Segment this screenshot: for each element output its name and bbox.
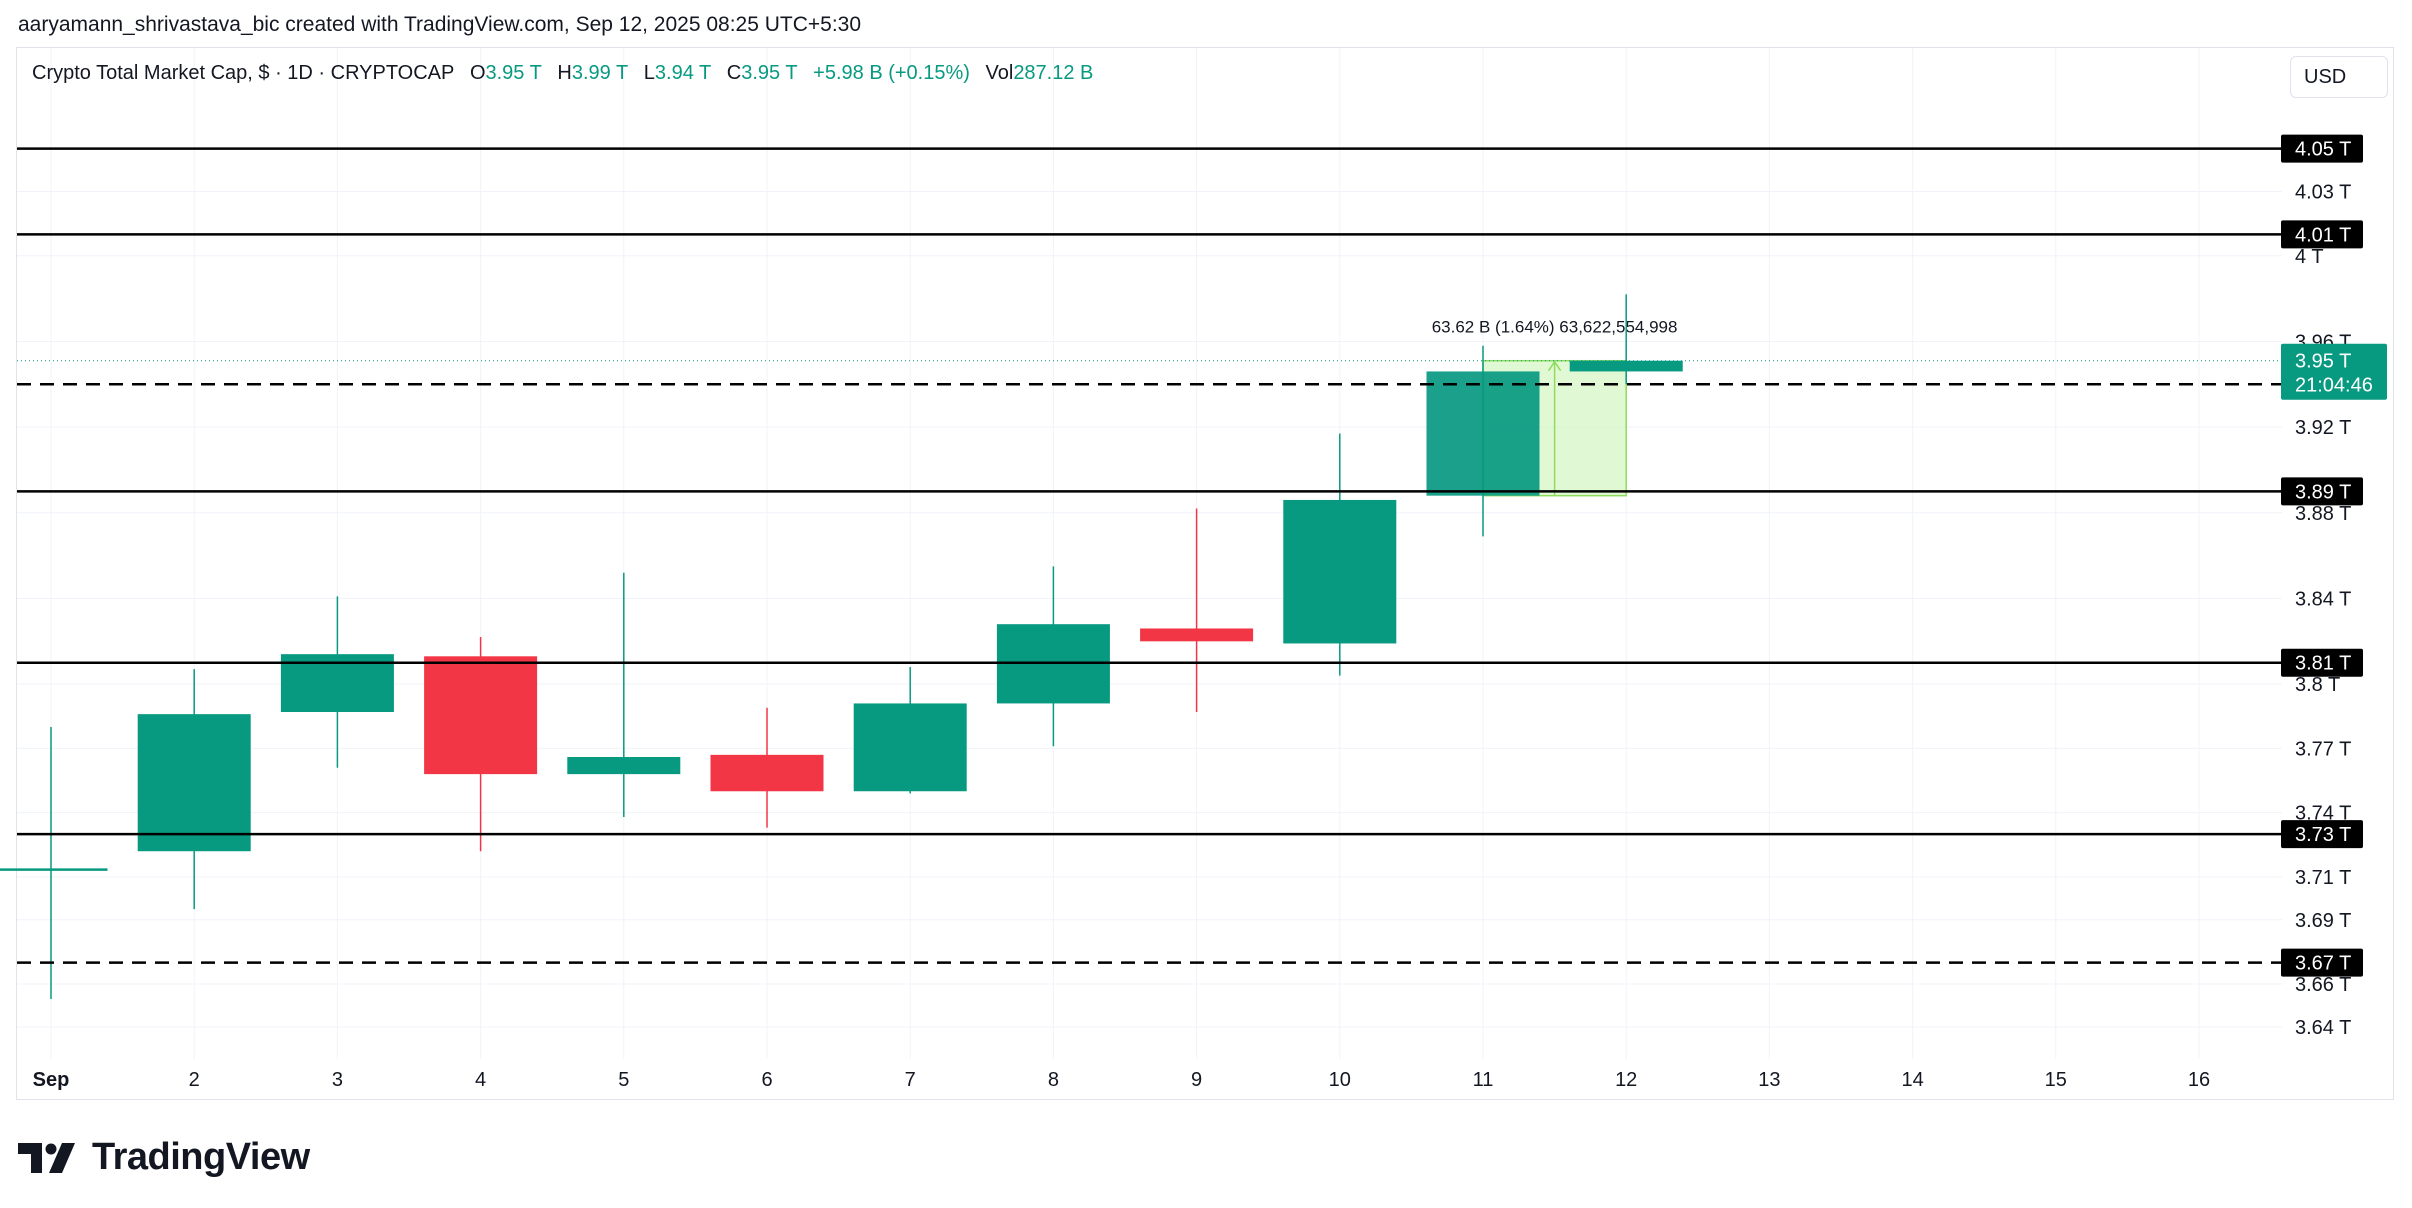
x-tick-label: 6 — [761, 1069, 772, 1091]
x-tick-label: 8 — [1048, 1069, 1059, 1091]
y-tick-label: 3.88 T — [2295, 503, 2351, 525]
high-value: 3.99 T — [571, 62, 629, 84]
level-label: 3.73 T — [2295, 824, 2351, 846]
y-tick-label: 3.84 T — [2295, 588, 2351, 610]
candle-body — [424, 656, 538, 775]
level-label: 4.05 T — [2295, 139, 2351, 161]
y-tick-label: 3.92 T — [2295, 417, 2351, 439]
x-tick-label: 10 — [1329, 1069, 1351, 1091]
high-key: H — [557, 62, 572, 84]
x-tick-label: 15 — [2045, 1069, 2067, 1091]
x-tick-label: 16 — [2188, 1069, 2210, 1091]
y-tick-label: 3.71 T — [2295, 867, 2351, 889]
y-tick-label: 3.74 T — [2295, 803, 2351, 825]
price-axis: 3.64 T 3.66 T 3.69 T 3.71 T 3.74 T 3.77 T 3.8 … — [2295, 182, 2351, 1039]
open-value: 3.95 T — [485, 62, 542, 84]
x-tick-label: 12 — [1615, 1069, 1637, 1091]
level-label: 3.89 T — [2295, 481, 2351, 503]
candle-body — [853, 703, 967, 792]
y-tick-label: 3.69 T — [2295, 910, 2351, 932]
x-tick-label: 4 — [475, 1069, 486, 1091]
level-label-box — [2281, 220, 2363, 249]
candle-body — [1283, 499, 1397, 644]
candle-body — [1140, 628, 1254, 642]
candle-body — [1426, 371, 1540, 496]
candle-body — [567, 756, 681, 775]
level-label-box — [2281, 134, 2363, 163]
measure-label: 63.62 B (1.64%) 63,622,554,998 — [1432, 318, 1678, 337]
chart-frame — [16, 47, 2394, 1100]
x-tick-label: 14 — [1901, 1069, 1923, 1091]
symbol-title: Crypto Total Market Cap, $ · 1D · CRYPTO… — [32, 62, 455, 84]
x-tick-label: 11 — [1473, 1069, 1494, 1091]
volume-key: Vol — [985, 62, 1014, 84]
candle-body — [1569, 360, 1683, 372]
low-key: L — [643, 62, 655, 84]
tradingview-logo[interactable]: TradingView — [18, 1136, 310, 1179]
level-label-box — [2281, 948, 2363, 977]
candles — [0, 294, 1683, 1000]
change-value: +5.98 B (+0.15%) — [813, 62, 970, 84]
chart-credit: aaryamann_shrivastava_bic created with T… — [18, 13, 862, 36]
level-label-box — [2281, 648, 2363, 677]
x-tick-label: 9 — [1191, 1069, 1202, 1091]
y-tick-label: 3.77 T — [2295, 738, 2351, 760]
level-label: 4.01 T — [2295, 224, 2351, 246]
level-labels: 4.05 T4.01 T3.94 T3.89 T3.81 T3.73 T3.67… — [2281, 134, 2387, 977]
level-label: 3.81 T — [2295, 653, 2351, 675]
level-label-box — [2281, 820, 2363, 849]
currency-button[interactable]: USD — [2290, 56, 2388, 98]
y-tick-label: 4 T — [2295, 246, 2324, 268]
close-value: 3.95 T — [741, 62, 798, 84]
candle-body — [710, 754, 824, 792]
y-tick-label: 3.64 T — [2295, 1017, 2351, 1039]
close-key: C — [726, 62, 742, 84]
x-tick-label: 5 — [618, 1069, 629, 1091]
horizontal-levels — [17, 147, 2282, 964]
last-price-label: 3.95 T — [2295, 351, 2351, 373]
candle-body — [0, 868, 108, 871]
x-tick-label: Sep — [33, 1069, 70, 1091]
tradingview-logo-icon — [18, 1142, 75, 1173]
symbol-legend: Crypto Total Market Cap, $ · 1D · CRYPTO… — [32, 62, 1103, 85]
grid-lines — [17, 48, 2282, 1059]
low-value: 3.94 T — [654, 62, 712, 84]
candle-body — [137, 714, 251, 852]
last-price-countdown: 21:04:46 — [2295, 375, 2373, 397]
last-price-label-box — [2281, 343, 2387, 400]
x-tick-label: 7 — [905, 1069, 916, 1091]
measure-arrowhead — [1547, 360, 1562, 372]
x-tick-label: 2 — [189, 1069, 200, 1091]
tradingview-logo-text: TradingView — [92, 1136, 310, 1178]
volume-value: 287.12 B — [1013, 62, 1094, 84]
level-label: 3.67 T — [2295, 953, 2351, 975]
y-tick-label: 4.03 T — [2295, 182, 2351, 204]
y-tick-label: 3.8 T — [2295, 674, 2340, 696]
x-tick-label: 13 — [1758, 1069, 1780, 1091]
open-key: O — [469, 62, 486, 84]
x-tick-label: 3 — [332, 1069, 343, 1091]
y-tick-label: 3.66 T — [2295, 974, 2351, 996]
time-axis: Sep 2 3 4 5 6 7 8 9 10 11 12 13 14 15 16 — [33, 1069, 2210, 1091]
level-label-box — [2281, 477, 2363, 506]
